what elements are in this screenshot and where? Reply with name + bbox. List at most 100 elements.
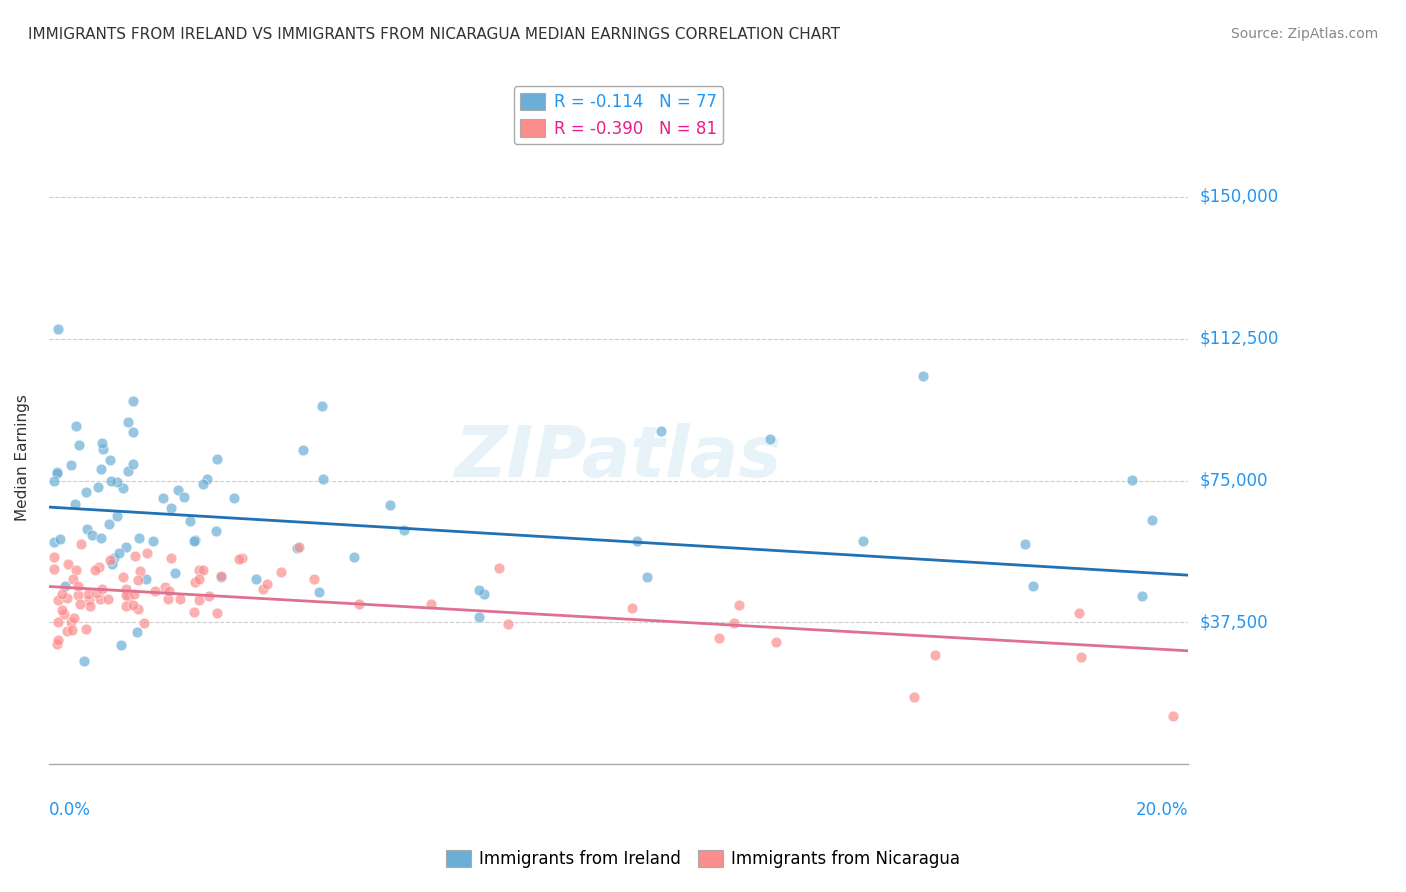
Text: $75,000: $75,000 — [1199, 472, 1268, 490]
Point — [204, 524, 226, 539]
Point — [122, 457, 145, 471]
Point — [100, 474, 122, 488]
Point — [127, 602, 149, 616]
Point — [292, 442, 315, 457]
Point — [122, 425, 145, 440]
Point — [209, 569, 232, 583]
Point — [205, 606, 228, 620]
Legend: Immigrants from Ireland, Immigrants from Nicaragua: Immigrants from Ireland, Immigrants from… — [439, 843, 967, 875]
Point — [110, 638, 132, 652]
Point — [48, 593, 70, 607]
Point — [347, 598, 370, 612]
Point — [155, 580, 177, 594]
Point — [183, 534, 205, 549]
Point — [852, 533, 875, 548]
Point — [1070, 649, 1092, 664]
Point — [173, 490, 195, 504]
Point — [44, 475, 66, 489]
Point — [924, 648, 946, 663]
Point — [169, 591, 191, 606]
Point — [73, 654, 96, 668]
Point — [45, 466, 67, 480]
Point — [650, 424, 672, 438]
Point — [245, 573, 267, 587]
Point — [1161, 709, 1184, 723]
Point — [111, 481, 134, 495]
Point — [1121, 473, 1143, 487]
Point — [111, 570, 134, 584]
Text: 20.0%: 20.0% — [1136, 801, 1188, 819]
Point — [114, 599, 136, 614]
Point — [903, 690, 925, 704]
Point — [46, 322, 69, 336]
Point — [157, 584, 180, 599]
Point — [60, 458, 83, 472]
Point — [156, 591, 179, 606]
Text: Source: ZipAtlas.com: Source: ZipAtlas.com — [1230, 27, 1378, 41]
Point — [98, 452, 121, 467]
Point — [205, 452, 228, 467]
Point — [636, 570, 658, 584]
Point — [124, 549, 146, 563]
Point — [1140, 512, 1163, 526]
Point — [231, 551, 253, 566]
Point — [420, 597, 443, 611]
Point — [188, 563, 211, 577]
Point — [87, 480, 110, 494]
Point — [167, 483, 190, 498]
Point — [107, 475, 129, 489]
Point — [163, 566, 186, 581]
Point — [209, 570, 232, 584]
Legend: R = -0.114   N = 77, R = -0.390   N = 81: R = -0.114 N = 77, R = -0.390 N = 81 — [513, 87, 723, 145]
Point — [46, 465, 69, 479]
Point — [93, 442, 115, 457]
Point — [77, 587, 100, 601]
Point — [90, 436, 112, 450]
Point — [75, 622, 97, 636]
Text: $112,500: $112,500 — [1199, 330, 1278, 348]
Point — [183, 605, 205, 619]
Point — [380, 498, 402, 512]
Point — [98, 516, 121, 531]
Point — [143, 584, 166, 599]
Point — [107, 546, 129, 560]
Point — [179, 514, 201, 528]
Point — [90, 582, 112, 596]
Point — [76, 522, 98, 536]
Point — [127, 573, 149, 587]
Point — [75, 485, 97, 500]
Point — [759, 433, 782, 447]
Point — [132, 615, 155, 630]
Point — [87, 560, 110, 574]
Point — [46, 637, 69, 651]
Point — [44, 550, 66, 565]
Point — [122, 394, 145, 409]
Point — [198, 589, 221, 603]
Point — [89, 591, 111, 606]
Point — [103, 550, 125, 565]
Point — [135, 572, 157, 586]
Point — [1014, 537, 1036, 551]
Point — [101, 558, 124, 572]
Point — [46, 615, 69, 630]
Point — [63, 497, 86, 511]
Point — [90, 531, 112, 545]
Point — [191, 476, 214, 491]
Point — [195, 472, 218, 486]
Point — [311, 472, 333, 486]
Point — [252, 582, 274, 596]
Point — [343, 549, 366, 564]
Point — [58, 557, 80, 571]
Point — [468, 582, 491, 597]
Point — [44, 562, 66, 576]
Point — [620, 601, 643, 615]
Point — [84, 563, 107, 577]
Point — [125, 625, 148, 640]
Point — [727, 598, 749, 612]
Point — [912, 369, 935, 384]
Text: $37,500: $37,500 — [1199, 614, 1268, 632]
Point — [63, 611, 86, 625]
Point — [56, 624, 79, 638]
Point — [62, 572, 84, 586]
Point — [79, 599, 101, 613]
